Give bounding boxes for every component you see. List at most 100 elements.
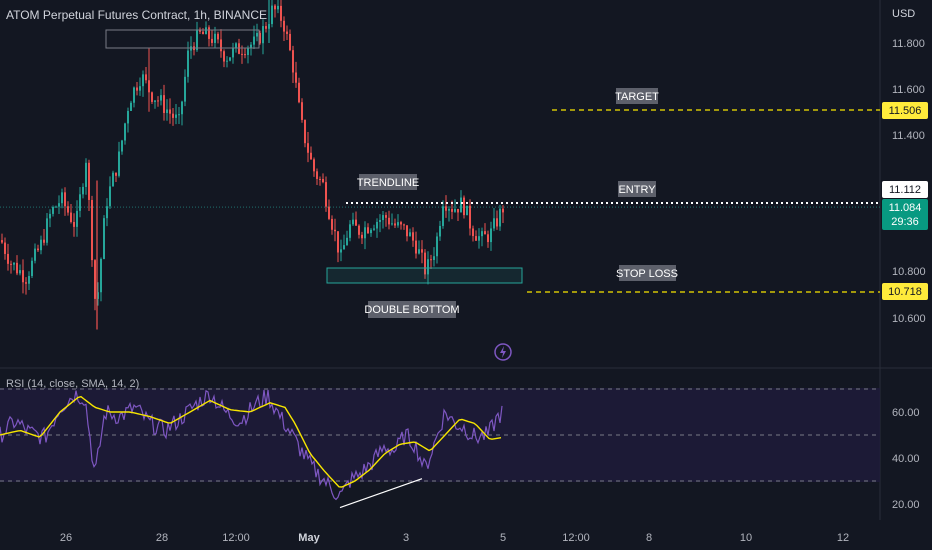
target-price-badge: 11.506 (882, 102, 928, 119)
time-tick: 10 (740, 532, 752, 544)
candle-body (142, 74, 144, 87)
candle-body (187, 50, 189, 77)
price-tick: 10.800 (892, 266, 926, 278)
target-label[interactable]: TARGET (615, 88, 659, 104)
time-tick: 12 (837, 532, 849, 544)
candle-body (310, 152, 312, 160)
candle-body (358, 225, 360, 235)
candle-body (106, 206, 108, 219)
candle-body (181, 101, 183, 115)
candle-body (433, 256, 435, 260)
double-bottom-zone-box[interactable] (326, 267, 523, 284)
candle-body (406, 225, 408, 237)
candle-body (376, 221, 378, 229)
candle-body (223, 51, 225, 62)
stop-loss-label-text: STOP LOSS (616, 268, 678, 280)
candle-body (79, 194, 81, 211)
candle-body (361, 234, 363, 239)
candle-body (130, 102, 132, 111)
candle-body (496, 218, 498, 227)
stop-loss-label[interactable]: STOP LOSS (616, 265, 678, 281)
candle-body (466, 205, 468, 216)
current-price-badge: 11.084 29:36 (882, 199, 928, 230)
candle-body (445, 206, 447, 211)
trendline-label-text: TRENDLINE (357, 177, 419, 189)
candle-body (457, 208, 459, 213)
rsi-series (0, 388, 880, 509)
trendline-label[interactable]: TRENDLINE (357, 174, 419, 190)
candle-body (487, 234, 489, 243)
rsi-tick: 20.00 (892, 499, 920, 511)
entry-label-text: ENTRY (618, 184, 656, 196)
candle-body (481, 231, 483, 237)
candle-body (100, 258, 102, 293)
candle-body (259, 32, 261, 44)
stop-price-badge: 10.718 (882, 283, 928, 300)
candle-body (43, 239, 45, 243)
candle-body (262, 26, 264, 44)
candle-body (88, 162, 90, 200)
candle-body (10, 263, 12, 265)
candle-body (373, 228, 375, 230)
candle-body (175, 114, 177, 118)
time-tick: May (298, 532, 320, 544)
candle-body (52, 207, 54, 214)
candle-body (430, 259, 432, 261)
time-tick: 3 (403, 532, 409, 544)
candle-body (127, 110, 129, 124)
double-bottom-label[interactable]: DOUBLE BOTTOM (364, 301, 460, 318)
candle-body (403, 224, 405, 226)
candle-body (424, 252, 426, 275)
lightning-icon[interactable] (494, 343, 512, 361)
candlestick-series (1, 0, 504, 330)
rsi-tick: 60.00 (892, 407, 920, 419)
time-tick: 12:00 (222, 532, 250, 544)
candle-body (166, 109, 168, 113)
resistance-zone-box[interactable] (105, 29, 260, 49)
bar-countdown-text: 29:36 (891, 216, 919, 228)
candle-body (214, 33, 216, 43)
candle-body (292, 50, 294, 73)
candle-body (46, 218, 48, 243)
candle-body (115, 172, 117, 176)
candle-body (427, 259, 429, 275)
candle-body (169, 109, 171, 114)
candle-body (379, 220, 381, 222)
time-axis[interactable]: 26 28 12:00 May 3 5 12:00 8 10 12 (60, 532, 849, 544)
candle-body (331, 218, 333, 230)
rsi-title[interactable]: RSI (14, close, SMA, 14, 2) (6, 378, 139, 390)
candle-body (73, 221, 75, 227)
candle-body (370, 229, 372, 234)
candle-body (472, 228, 474, 237)
entry-price-text: 11.112 (889, 184, 921, 196)
candle-body (4, 242, 6, 254)
candle-body (502, 208, 504, 213)
candle-body (307, 143, 309, 153)
candle-body (391, 223, 393, 225)
target-price-text: 11.506 (889, 105, 922, 117)
candle-body (97, 292, 99, 299)
rsi-axis[interactable]: 60.00 40.00 20.00 (892, 407, 920, 511)
time-tick: 26 (60, 532, 72, 544)
candle-body (154, 100, 156, 102)
candle-body (340, 249, 342, 253)
candle-body (295, 72, 297, 83)
trade-levels (0, 109, 880, 293)
candle-body (241, 53, 243, 55)
candle-body (265, 26, 267, 29)
candle-body (139, 86, 141, 91)
current-price-text: 11.084 (889, 202, 922, 214)
candle-body (157, 100, 159, 102)
candle-body (70, 212, 72, 222)
candle-body (91, 199, 93, 261)
candle-body (343, 245, 345, 250)
entry-label[interactable]: ENTRY (618, 181, 656, 197)
candle-body (238, 43, 240, 54)
candle-body (286, 31, 288, 34)
candle-body (493, 218, 495, 229)
candle-body (121, 140, 123, 152)
price-tick: 11.600 (892, 84, 925, 96)
candle-body (49, 213, 51, 219)
candle-body (412, 232, 414, 241)
